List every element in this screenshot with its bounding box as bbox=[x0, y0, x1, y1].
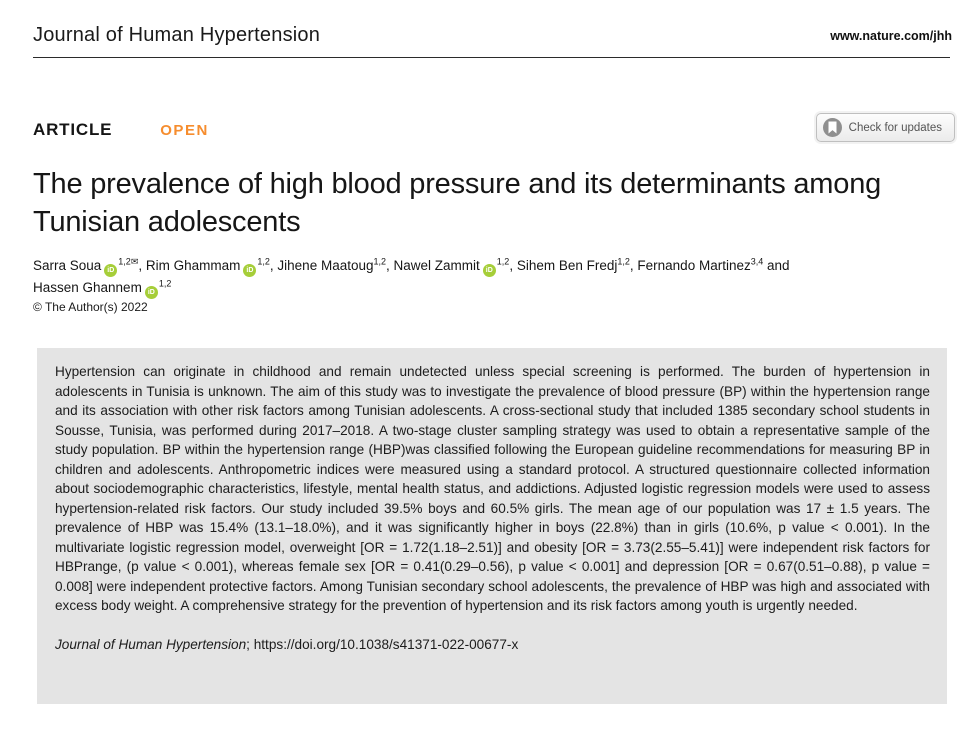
journal-name: Journal of Human Hypertension bbox=[33, 24, 321, 46]
check-for-updates-button[interactable]: Check for updates bbox=[815, 113, 955, 142]
author: Rim Ghammam iD1,2, bbox=[145, 256, 278, 277]
author: Nawel Zammit iD1,2, bbox=[393, 256, 517, 277]
author-separator: , bbox=[629, 257, 638, 273]
author-separator: , bbox=[269, 257, 278, 273]
affiliation-sup: 3,4 bbox=[750, 256, 764, 266]
article-type-row: ARTICLE OPEN bbox=[33, 120, 209, 140]
affiliation-sup: 1,2 bbox=[118, 256, 131, 266]
email-icon[interactable]: ✉ bbox=[130, 256, 139, 266]
journal-url-link[interactable]: www.nature.com/jhh bbox=[830, 29, 952, 43]
affiliation-sup: 1,2 bbox=[373, 256, 387, 266]
citation-journal: Journal of Human Hypertension bbox=[55, 636, 247, 652]
affiliation-sup: 1,2 bbox=[158, 278, 172, 288]
affiliation-sup: 1,2 bbox=[496, 256, 510, 266]
copyright-line: © The Author(s) 2022 bbox=[33, 300, 148, 314]
affiliation-sup: 1,2 bbox=[257, 256, 270, 266]
affiliation-sup: 1,2 bbox=[617, 256, 630, 266]
author-name: Jihene Maatoug bbox=[277, 257, 374, 273]
author-name: Nawel Zammit bbox=[393, 257, 480, 273]
author-name: Sarra Soua bbox=[33, 257, 102, 273]
author-separator: , bbox=[386, 257, 394, 273]
author-name: Fernando Martinez bbox=[637, 257, 751, 273]
orcid-icon[interactable]: iD bbox=[104, 263, 118, 277]
article-type-label: ARTICLE bbox=[33, 120, 113, 139]
article-title: The prevalence of high blood pressure an… bbox=[33, 168, 882, 239]
author: Sarra Soua iD1,2✉, bbox=[33, 256, 146, 277]
author-name: Rim Ghammam bbox=[145, 257, 241, 273]
author-separator: , bbox=[509, 257, 517, 273]
abstract-text: Hypertension can originate in childhood … bbox=[55, 364, 930, 613]
author-name: Sihem Ben Fredj bbox=[516, 257, 618, 273]
author: Fernando Martinez3,4 and bbox=[637, 256, 790, 273]
author-separator: and bbox=[763, 257, 790, 273]
open-access-label: OPEN bbox=[160, 122, 209, 139]
author: Jihene Maatoug1,2, bbox=[277, 256, 394, 273]
author-name: Hassen Ghannem bbox=[33, 279, 142, 295]
orcid-icon[interactable]: iD bbox=[482, 263, 496, 277]
orcid-icon[interactable]: iD bbox=[144, 285, 158, 299]
masthead-divider bbox=[33, 57, 950, 58]
bookmark-icon bbox=[822, 118, 842, 137]
author-separator: , bbox=[138, 257, 146, 273]
citation-line: Journal of Human Hypertension; https://d… bbox=[55, 635, 930, 655]
author: Sihem Ben Fredj1,2, bbox=[516, 256, 638, 273]
abstract-box: Hypertension can originate in childhood … bbox=[37, 348, 947, 704]
author: Hassen Ghannem iD1,2 bbox=[33, 278, 172, 299]
check-for-updates-label: Check for updates bbox=[848, 121, 942, 134]
citation-doi-link[interactable]: ; https://doi.org/10.1038/s41371-022-006… bbox=[246, 636, 519, 652]
orcid-icon[interactable]: iD bbox=[243, 263, 257, 277]
author-list: Sarra Soua iD1,2✉, Rim Ghammam iD1,2, Jihe… bbox=[33, 255, 950, 299]
